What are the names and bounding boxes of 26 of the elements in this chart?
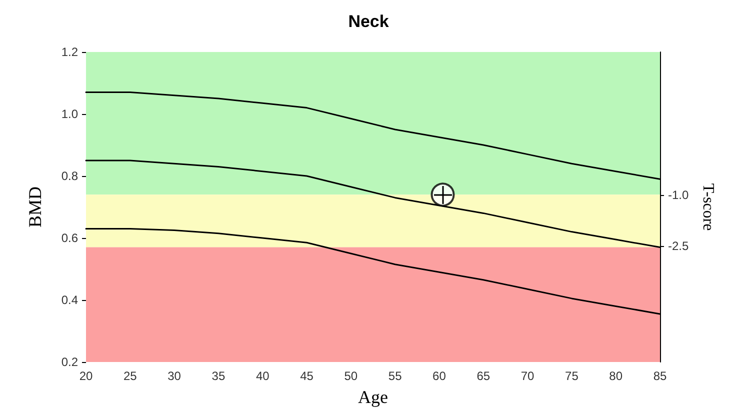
x-tick-label: 85 — [653, 369, 667, 383]
x-tick-label: 30 — [168, 369, 182, 383]
x-tick-label: 70 — [520, 369, 535, 383]
x-tick-label: 35 — [212, 369, 226, 383]
x-tick-label: 45 — [300, 369, 314, 383]
y-tick-label: 0.8 — [61, 169, 78, 183]
x-tick-label: 25 — [123, 369, 138, 383]
y-tick-label: 1.0 — [61, 107, 78, 121]
y-tick-label: 0.6 — [61, 231, 78, 245]
x-tick-label: 60 — [432, 369, 446, 383]
x-tick-label: 20 — [79, 369, 93, 383]
y2-tick-label: -1.0 — [668, 188, 690, 202]
x-tick-label: 65 — [476, 369, 490, 383]
y-tick-label: 0.2 — [61, 355, 78, 369]
x-axis-title: Age — [358, 387, 388, 407]
x-tick-label: 55 — [388, 369, 402, 383]
x-tick-label: 75 — [565, 369, 579, 383]
y2-tick-label: -2.5 — [668, 239, 690, 254]
x-tick-label: 40 — [256, 369, 270, 383]
y2-axis-title: T-score — [700, 183, 716, 231]
y-axis-title: BMD — [25, 186, 45, 228]
x-tick-label: 80 — [609, 369, 623, 383]
y-tick-label: 0.4 — [61, 293, 78, 307]
y-tick-label: 1.2 — [61, 45, 78, 59]
x-tick-label: 50 — [344, 369, 358, 383]
chart-title: Neck — [348, 12, 390, 31]
